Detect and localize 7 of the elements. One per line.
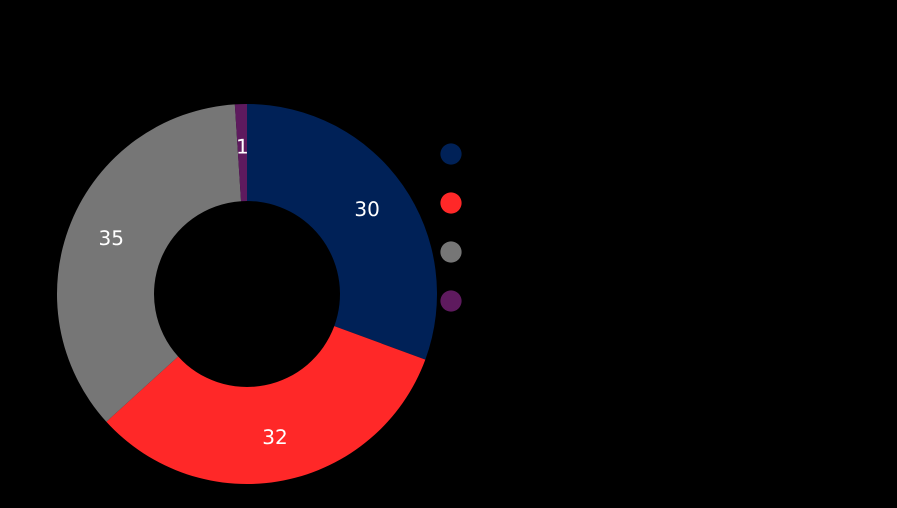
data-label: 1 [236,134,249,159]
donut-slice [247,104,437,360]
data-label: 35 [98,226,124,250]
data-label: 30 [354,197,380,222]
donut-slice [106,326,426,484]
donut-slice [234,104,247,202]
data-label: 32 [262,424,288,449]
